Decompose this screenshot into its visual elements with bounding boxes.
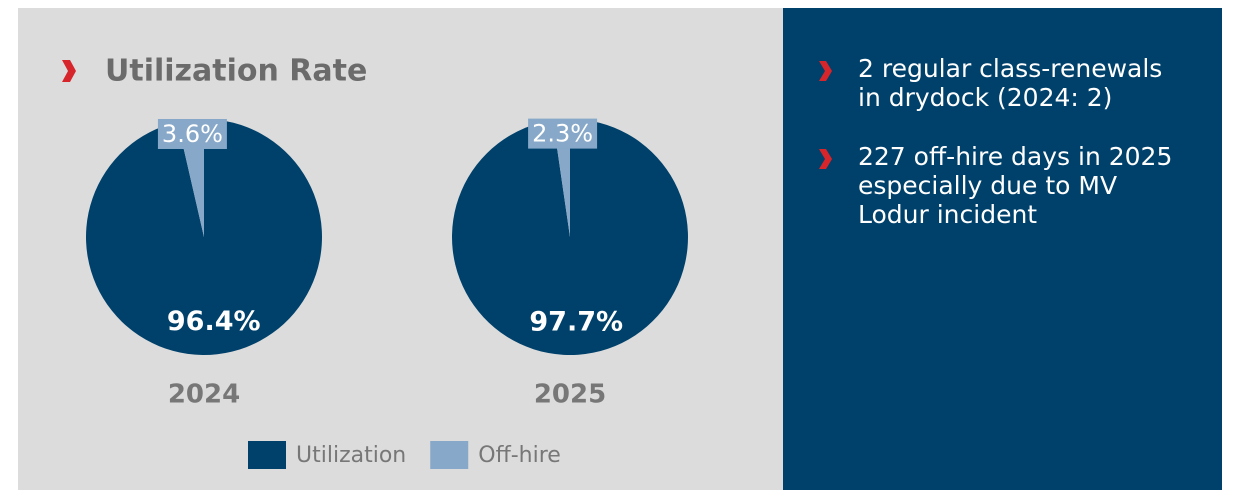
value-label: 96.4% <box>167 306 261 337</box>
chevron-shape <box>819 61 832 81</box>
pie-title: 2025 <box>534 380 606 410</box>
chevron-shape <box>819 149 832 169</box>
chevron <box>62 60 76 82</box>
legend-label: Off-hire <box>478 443 561 468</box>
bullet-list: 2 regular class-renewals in drydock (202… <box>818 54 1208 259</box>
legend-swatch <box>430 441 469 469</box>
chevron <box>819 149 832 169</box>
value-label-bg <box>157 118 227 149</box>
bullet-text: 2 regular class-renewals in drydock (202… <box>858 54 1163 112</box>
pie-slice <box>452 119 688 356</box>
bullet: 2 regular class-renewals in drydock (202… <box>818 54 1208 112</box>
value-label: 2.3% <box>532 120 593 148</box>
chart-title: Utilization Rate <box>105 54 367 89</box>
value-label: 97.7% <box>529 306 623 337</box>
bullet-text: 227 off-hire days in 2025 especially due… <box>858 142 1173 229</box>
legend-swatch <box>248 441 286 469</box>
chevron <box>819 61 832 81</box>
value-label-bg <box>528 118 598 149</box>
value-label: 3.6% <box>162 120 223 148</box>
legend-label: Utilization <box>296 443 406 468</box>
right-panel <box>783 8 1222 490</box>
bullet: 227 off-hire days in 2025 especially due… <box>818 142 1208 229</box>
pie-title: 2024 <box>168 380 240 410</box>
